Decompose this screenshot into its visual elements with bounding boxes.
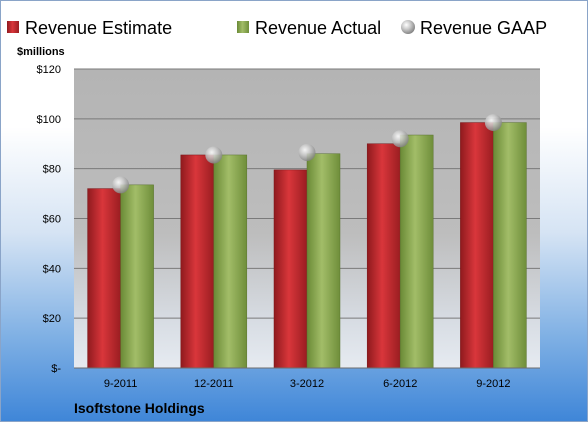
x-tick-label: 6-2012 [383,378,417,390]
bar-revenue-actual [399,134,434,369]
bar-revenue-estimate [273,169,308,369]
x-tick-label: 9-2011 [104,378,137,390]
y-tick-label: $60 [43,214,61,226]
legend-label-revenue-actual: Revenue Actual [255,18,381,38]
y-tick-label: $120 [37,64,61,76]
x-axis-tick-labels: 9-2011 12-2011 3-2012 6-2012 9-2012 [104,378,511,390]
bar-revenue-actual [306,153,341,369]
bar-revenue-estimate [460,122,494,369]
y-tick-label: $40 [43,263,61,275]
marker-revenue-gaap [112,176,130,194]
x-tick-label: 9-2012 [476,378,510,390]
legend-label-revenue-estimate: Revenue Estimate [25,18,172,38]
legend: Revenue Estimate Revenue Actual Revenue … [7,18,547,38]
marker-revenue-gaap [484,114,502,132]
bar-revenue-estimate [180,154,215,369]
bars [87,122,527,369]
y-tick-label: $80 [43,164,61,176]
y-tick-label: $20 [43,313,61,325]
bar-revenue-estimate [87,188,121,369]
marker-revenue-gaap [205,146,223,164]
legend-label-revenue-gaap: Revenue GAAP [420,18,547,38]
bar-revenue-actual [120,184,154,369]
bar-revenue-estimate [366,143,401,369]
y-axis-tick-labels: $- $20 $40 $60 $80 $100 $120 [37,64,62,375]
y-axis-unit-label: $millions [17,46,65,58]
marker-revenue-gaap [391,130,409,148]
bar-revenue-actual [493,122,527,369]
marker-revenue-gaap [298,143,316,161]
company-name-label: Isoftstone Holdings [74,400,205,416]
legend-swatch-revenue-actual [237,21,249,33]
gaap-markers [112,114,502,194]
y-tick-label: $100 [37,114,61,126]
y-tick-label: $- [51,363,61,375]
legend-swatch-revenue-estimate [7,21,19,33]
x-tick-label: 12-2011 [194,378,234,390]
bar-revenue-actual [213,154,248,369]
legend-marker-revenue-gaap [401,20,415,34]
x-tick-label: 3-2012 [290,378,324,390]
